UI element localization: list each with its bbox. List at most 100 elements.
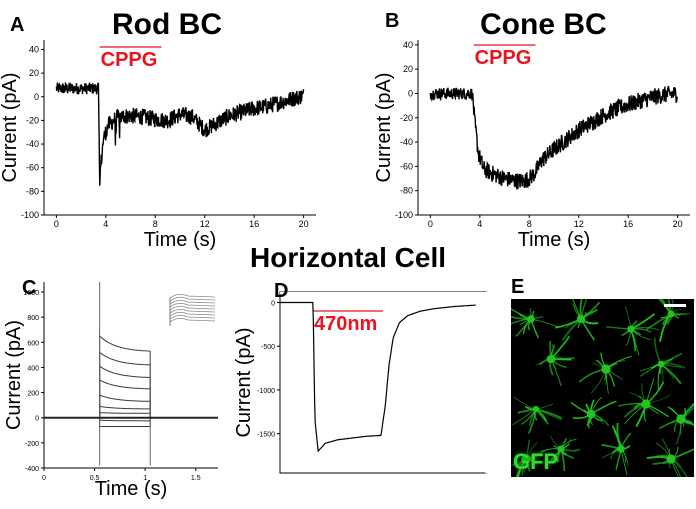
x-tick-label: 8 (153, 219, 158, 229)
cell-soma (617, 445, 625, 453)
cell-process (606, 306, 660, 356)
stimulus-label: CPPG (101, 49, 158, 71)
cell-soma (627, 325, 635, 333)
dendrite (530, 318, 559, 328)
x-tick-label: 20 (299, 219, 309, 229)
y-axis-label: Current (pA) (3, 320, 25, 430)
current-trace (429, 85, 678, 190)
cell-process (646, 438, 694, 477)
cell-process (511, 439, 544, 477)
gfp-label: GFP (513, 449, 559, 474)
cell-process (540, 435, 581, 472)
y-axis-label: Current (pA) (373, 72, 395, 182)
cell-process (639, 337, 686, 392)
y-tick-label: -200 (25, 441, 39, 448)
cell-soma (557, 445, 565, 453)
panel-label-d: D (274, 280, 289, 302)
dendrite (513, 396, 537, 410)
y-tick-label: 40 (403, 40, 413, 50)
y-tick-label: -400 (25, 466, 39, 473)
x-tick-label: 12 (200, 219, 210, 229)
x-tick-label: 4 (477, 219, 482, 229)
y-tick-label: 0 (34, 92, 39, 102)
cell-process (658, 402, 694, 445)
panel-label-e: E (511, 276, 525, 298)
step-trace (44, 405, 218, 419)
y-tick-label: 1000 (23, 290, 39, 297)
inset-traces (169, 294, 216, 326)
y-tick-label: -500 (261, 344, 275, 351)
cell-process (536, 335, 575, 387)
inset-trace (169, 303, 216, 308)
y-tick-label: -1000 (257, 388, 275, 395)
y-tick-label: -40 (400, 137, 413, 147)
x-tick-label: 16 (249, 219, 259, 229)
cell-soma (657, 360, 665, 368)
step-trace (44, 334, 218, 419)
y-tick-label: -1500 (257, 432, 275, 439)
cell-soma (666, 454, 676, 464)
step-trace (44, 365, 218, 419)
section-title: Horizontal Cell (250, 242, 447, 273)
cell-soma (521, 454, 531, 464)
stimulus-label: CPPG (475, 47, 532, 69)
x-axis-label: Time (s) (518, 229, 591, 251)
y-tick-label: 0 (271, 300, 275, 307)
step-trace (44, 379, 218, 419)
y-tick-label: 0 (35, 416, 39, 423)
cell-soma (667, 310, 675, 318)
y-tick-label: 400 (27, 365, 39, 372)
cell-soma (601, 364, 611, 374)
x-axis-label: Time (s) (95, 478, 168, 500)
gfp-micrograph: GFP (511, 299, 694, 477)
y-tick-label: -60 (400, 161, 413, 171)
micrograph-image (511, 299, 694, 477)
plot-frame (279, 291, 487, 474)
y-tick-label: -80 (400, 186, 413, 196)
inset-trace (169, 318, 216, 323)
cell-soma (546, 354, 556, 364)
stimulus-label: 470nm (314, 313, 377, 335)
x-axis-label: Time (s) (144, 229, 217, 251)
x-tick-label: 8 (527, 219, 532, 229)
y-tick-label: 0 (408, 88, 413, 98)
chart-b: 40 20 0 -20 -40 -60 -80 -100 0 4 8 12 16 20 Current (p… (373, 40, 690, 251)
x-tick-label: 12 (574, 219, 584, 229)
inset-trace (169, 315, 216, 320)
chart-a: 40 20 0 -20 -40 -60 -80 -100 0 4 8 12 16 20 Current (p… (0, 40, 316, 251)
y-tick-label: 600 (27, 340, 39, 347)
y-axis-label: Current (pA) (0, 72, 21, 182)
y-tick-label: 200 (27, 391, 39, 398)
y-tick-label: 20 (403, 64, 413, 74)
y-tick-label: -80 (26, 186, 39, 196)
step-trace (44, 394, 218, 419)
x-tick-label: 1 (143, 475, 147, 482)
cell-process (601, 422, 632, 476)
cell-process (512, 396, 563, 434)
y-tick-label: -100 (395, 210, 413, 220)
cell-soma (641, 399, 651, 409)
x-tick-label: 4 (103, 219, 108, 229)
x-tick-label: 0 (428, 219, 433, 229)
y-tick-label: 40 (29, 44, 39, 54)
chart-title-a: Rod BC (112, 8, 222, 41)
dendrite (606, 326, 632, 330)
y-tick-label: -100 (21, 210, 39, 220)
scale-bar (664, 304, 686, 307)
y-tick-label: -20 (400, 113, 413, 123)
y-tick-label: -20 (26, 115, 39, 125)
cell-soma (676, 414, 686, 424)
dendrite (616, 422, 622, 450)
y-tick-label: 20 (29, 68, 39, 78)
x-tick-label: 0.5 (90, 475, 100, 482)
inset-trace (169, 294, 216, 299)
x-tick-label: 20 (673, 219, 683, 229)
inset-trace (169, 297, 216, 302)
y-tick-label: -40 (26, 139, 39, 149)
y-tick-label: -60 (26, 163, 39, 173)
inset-trace (169, 312, 216, 317)
x-tick-label: 0 (54, 219, 59, 229)
step-trace (44, 417, 218, 422)
